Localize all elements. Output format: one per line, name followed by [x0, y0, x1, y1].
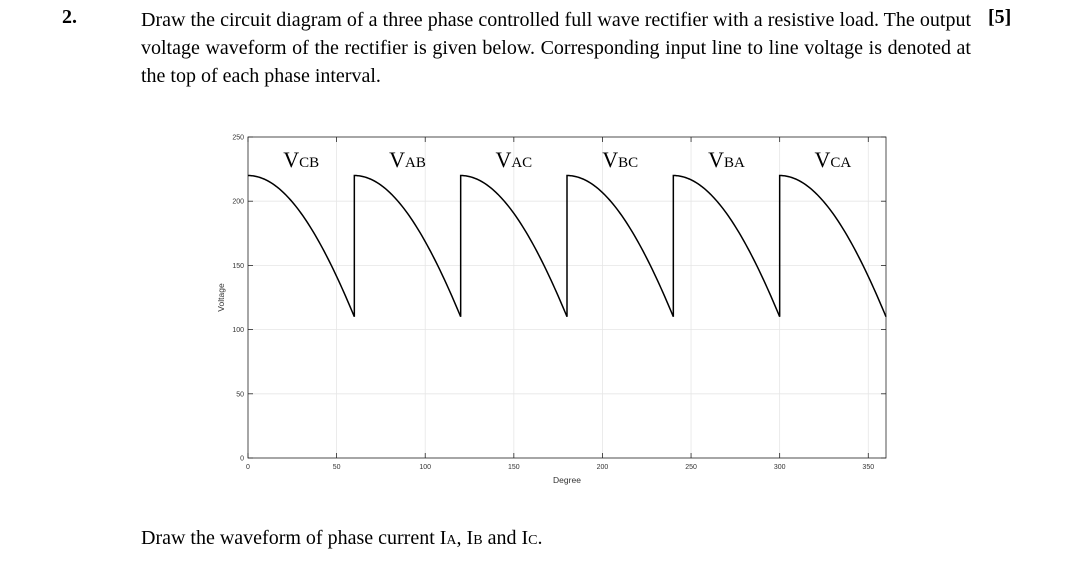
y-axis-label: Voltage — [216, 283, 226, 312]
segment-labels: VCB VAB VAC VBC VBA VCA — [283, 147, 851, 172]
x-tick-label: 100 — [419, 464, 431, 471]
x-tick-label: 150 — [508, 464, 520, 471]
x-tick-label: 300 — [774, 464, 786, 471]
waveform-line — [247, 174, 887, 318]
footer-sub-a: A — [446, 533, 457, 548]
chart-ticks: 0 50 100 150 200 250 300 350 0 50 100 150 200 250 — [232, 135, 886, 471]
footer-sub-b: B — [473, 533, 483, 548]
footer-sub-c: C — [528, 533, 538, 548]
footer-text-sep1: , I — [456, 527, 474, 549]
segment-label: VAC — [495, 147, 532, 172]
question-marks: [5] — [988, 6, 1012, 28]
footer-text-sep2: and I — [482, 527, 529, 549]
segment-label: VCB — [283, 147, 319, 172]
x-tick-label: 200 — [597, 464, 609, 471]
segment-label: VBA — [708, 147, 745, 172]
x-tick-label: 0 — [246, 464, 250, 471]
question-text: Draw the circuit diagram of a three phas… — [141, 9, 971, 87]
segment-label: VBC — [602, 147, 638, 172]
x-tick-label: 50 — [333, 464, 341, 471]
footer-text: Draw the waveform of phase current I — [141, 527, 447, 549]
x-tick-label: 350 — [862, 464, 874, 471]
question-number: 2. — [62, 6, 77, 28]
segment-label: VCA — [814, 147, 851, 172]
x-tick-label: 250 — [685, 464, 697, 471]
y-tick-label: 200 — [232, 199, 244, 206]
y-tick-label: 100 — [232, 327, 244, 334]
y-tick-label: 0 — [240, 456, 244, 463]
footer-text-suffix: . — [537, 527, 543, 549]
x-axis-label: Degree — [553, 475, 581, 485]
segment-label: VAB — [389, 147, 426, 172]
y-tick-label: 150 — [232, 263, 244, 270]
y-tick-label: 250 — [232, 135, 244, 142]
plot-frame — [247, 136, 887, 459]
y-tick-label: 50 — [236, 391, 244, 398]
footer-question: Draw the waveform of phase current IA, I… — [141, 524, 542, 555]
